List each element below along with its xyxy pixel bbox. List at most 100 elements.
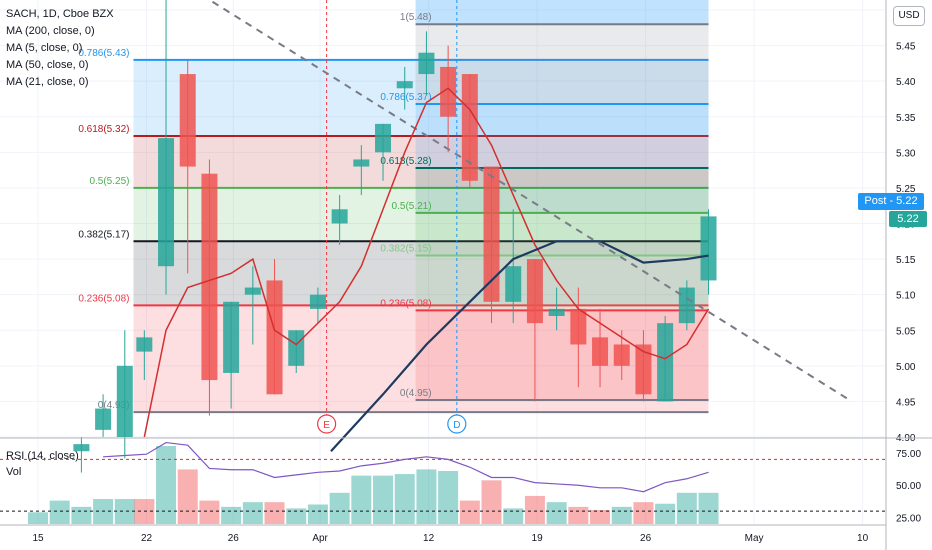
candle-body <box>548 308 565 317</box>
event-marker-circle <box>447 414 467 434</box>
right-fib-band <box>415 255 709 311</box>
volume-bar <box>698 492 719 524</box>
right-fib-band <box>415 103 709 168</box>
ma5-line <box>143 87 710 438</box>
candle-body <box>700 216 717 281</box>
volume-bar <box>676 492 697 524</box>
right-fib-level-label: 0.786(5.37) <box>380 92 431 103</box>
volume-bars <box>28 446 719 524</box>
volume-bar <box>373 475 394 524</box>
candle-body <box>136 337 153 352</box>
symbol-label[interactable]: SACH, 1D, Cboe BZX <box>6 8 114 20</box>
right-fib-band <box>415 212 709 256</box>
price-tick-label: 5.05 <box>896 326 916 337</box>
candle-body <box>95 408 112 430</box>
volume-bar <box>286 508 307 524</box>
volume-bar <box>114 499 135 524</box>
price-tick-label: 5.10 <box>896 291 916 302</box>
candle-body <box>179 74 196 167</box>
left-fib-level-label: 0.236(5.08) <box>78 293 129 304</box>
last-price-label: 5.22 <box>889 211 927 227</box>
left-fib-level-label: 0.5(5.25) <box>89 176 129 187</box>
volume-bar <box>177 469 198 524</box>
volume-bar <box>351 475 372 524</box>
time-tick-label: Apr <box>312 533 328 544</box>
volume-bar <box>199 500 220 524</box>
price-tick-label: 5.30 <box>896 148 916 159</box>
volume-bar <box>590 509 611 524</box>
time-tick-label: 19 <box>532 533 544 544</box>
vol-label[interactable]: Vol <box>6 466 22 478</box>
price-tick-label: 5.25 <box>896 184 916 195</box>
candle-body <box>678 287 695 324</box>
ma21-label[interactable]: MA (21, close, 0) <box>6 76 89 88</box>
volume-bar <box>459 500 480 524</box>
ma200-label[interactable]: MA (200, close, 0) <box>6 25 95 37</box>
candle-body <box>505 266 522 302</box>
rsi-label[interactable]: RSI (14, close) <box>6 450 79 462</box>
candle-body <box>657 323 674 402</box>
event-marker-circle <box>317 414 337 434</box>
volume-bar <box>655 503 676 524</box>
price-tick-label: 5.00 <box>896 362 916 373</box>
candle-body <box>116 365 133 437</box>
candle-body <box>331 209 348 224</box>
volume-bar <box>264 502 285 524</box>
candle-body <box>461 74 478 181</box>
price-tick-label: 4.95 <box>896 397 916 408</box>
candle-body <box>483 166 500 302</box>
price-tick-label: 5.15 <box>896 255 916 266</box>
volume-bar <box>307 504 328 524</box>
time-tick-label: 22 <box>141 533 153 544</box>
event-marker-label: D <box>453 420 460 431</box>
candle-body <box>418 52 435 75</box>
rsi-tick-label: 50.00 <box>896 481 921 492</box>
volume-bar <box>221 506 242 524</box>
volume-bar <box>611 506 632 524</box>
ma21-line <box>330 240 709 452</box>
volume-bar <box>438 470 459 524</box>
candle-body <box>526 259 543 324</box>
candle-body <box>201 173 218 381</box>
candle-body <box>158 138 175 267</box>
ma50-label[interactable]: MA (50, close, 0) <box>6 59 89 71</box>
right-fib-level-label: 0.236(5.08) <box>380 298 431 309</box>
candle-body <box>73 444 90 452</box>
time-tick-label: 26 <box>640 533 652 544</box>
volume-bar <box>524 495 545 524</box>
candle-body <box>635 344 652 395</box>
price-axis: 5.505.455.405.355.305.255.205.155.105.05… <box>885 0 932 550</box>
candle-body <box>440 66 457 117</box>
rsi-legend: RSI (14, close) Vol <box>6 448 79 480</box>
volume-bar <box>329 492 350 524</box>
volume-bar <box>49 500 70 524</box>
right-fib-level-label: 0.618(5.28) <box>380 156 431 167</box>
time-tick-label: 12 <box>423 533 435 544</box>
volume-bar <box>416 469 437 524</box>
left-fib-band <box>133 187 709 242</box>
time-tick-label: May <box>745 533 764 544</box>
trendline <box>207 0 853 403</box>
price-tick-label: 5.40 <box>896 77 916 88</box>
rsi-line <box>103 441 709 493</box>
candle-body <box>288 330 305 366</box>
candle-body <box>592 337 609 366</box>
volume-bar <box>546 502 567 524</box>
right-fib-band <box>415 24 709 104</box>
candle-body <box>570 308 587 345</box>
left-fib: 0(4.93) 0.236(5.08) 0.382(5.17) 0.5(5.25) 0.… <box>78 48 709 414</box>
candle-body <box>613 344 630 366</box>
right-fib-level-label: 0.382(5.15) <box>380 244 431 255</box>
time-tick-label: 15 <box>32 533 44 544</box>
left-fib-level-label: 0(4.93) <box>98 400 130 411</box>
ma5-label[interactable]: MA (5, close, 0) <box>6 42 83 54</box>
left-fib-level-label: 0.786(5.43) <box>78 48 129 59</box>
currency-button[interactable]: USD <box>893 6 925 26</box>
post-price-label: Post - 5.22 <box>858 193 924 210</box>
time-tick-label: 10 <box>857 533 869 544</box>
volume-bar <box>156 446 177 524</box>
right-fib-band <box>415 167 709 213</box>
candle-body <box>266 280 283 395</box>
volume-bar <box>71 506 92 524</box>
